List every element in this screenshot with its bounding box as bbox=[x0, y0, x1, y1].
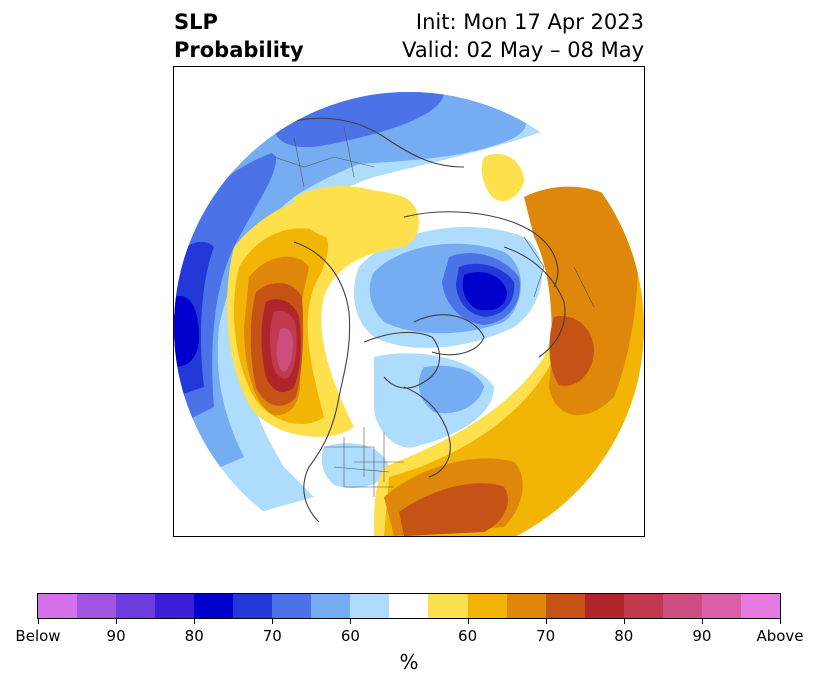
country-borders bbox=[273, 126, 595, 497]
colorbar-segment bbox=[194, 594, 234, 618]
colorbar-segment bbox=[350, 594, 390, 618]
below-80-pacific bbox=[174, 296, 199, 367]
colorbar-tick-mark bbox=[545, 619, 547, 624]
below-60-us bbox=[321, 443, 389, 488]
map-panel bbox=[173, 66, 645, 537]
colorbar-tick-label: Above bbox=[756, 627, 804, 645]
north-america-west-coast bbox=[293, 241, 351, 523]
colorbar-tick-label: 70 bbox=[262, 627, 282, 645]
above-85-pacific bbox=[276, 327, 293, 372]
above-70-atlantic bbox=[399, 483, 508, 536]
colorbar-tick-mark bbox=[350, 619, 352, 624]
above-70-europe bbox=[549, 316, 594, 386]
colorbar-tick-mark bbox=[623, 619, 625, 624]
colorbar-tick-mark bbox=[467, 619, 469, 624]
title-variable: SLP bbox=[174, 10, 218, 34]
colorbar-segment bbox=[506, 594, 546, 618]
colorbar-tick-mark bbox=[780, 619, 781, 624]
title-right: Init: Mon 17 Apr 2023 Valid: 02 May – 08… bbox=[402, 8, 644, 64]
colorbar-tick-label: 80 bbox=[614, 627, 634, 645]
title-left: SLP Probability bbox=[174, 8, 304, 64]
hudson-bay-coast bbox=[363, 331, 441, 389]
valid-range: Valid: 02 May – 08 May bbox=[402, 38, 644, 62]
colorbar-segment bbox=[155, 594, 195, 618]
greenland-outline bbox=[413, 314, 485, 356]
colorbar-tick-label: 80 bbox=[184, 627, 204, 645]
colorbar-segment bbox=[77, 594, 117, 618]
colorbar-segment bbox=[467, 594, 507, 618]
colorbar-segment bbox=[311, 594, 351, 618]
init-date: Init: Mon 17 Apr 2023 bbox=[415, 10, 644, 34]
colorbar-segment bbox=[233, 594, 273, 618]
above-55-asia bbox=[481, 153, 524, 202]
colorbar-tick-mark bbox=[116, 619, 118, 624]
colorbar-tick-label: 90 bbox=[692, 627, 712, 645]
colorbar-segment bbox=[740, 594, 780, 618]
asia-coast bbox=[273, 117, 465, 168]
colorbar-units-label: % bbox=[399, 650, 419, 674]
colorbar-segment bbox=[662, 594, 702, 618]
labrador-coast bbox=[403, 386, 451, 478]
colorbar-tick-mark bbox=[272, 619, 274, 624]
siberia-coast bbox=[403, 211, 559, 288]
colorbar-tick-label: 70 bbox=[536, 627, 556, 645]
above-55-greenland bbox=[294, 186, 404, 242]
below-65-canada bbox=[418, 365, 484, 414]
colorbar-segment bbox=[701, 594, 741, 618]
colorbar-tick-label: 60 bbox=[340, 627, 360, 645]
colorbar-tick-mark bbox=[38, 619, 39, 624]
colorbar-tick-label: 60 bbox=[458, 627, 478, 645]
probability-colorbar bbox=[37, 593, 781, 619]
colorbar-segment bbox=[545, 594, 585, 618]
scandinavia-coast bbox=[503, 246, 566, 358]
colorbar-tick-label: 90 bbox=[106, 627, 126, 645]
colorbar-tick-mark bbox=[194, 619, 196, 624]
colorbar-segment bbox=[389, 594, 429, 618]
colorbar-tick-mark bbox=[701, 619, 703, 624]
colorbar-segment bbox=[272, 594, 312, 618]
colorbar-segment bbox=[623, 594, 663, 618]
colorbar-segment bbox=[428, 594, 468, 618]
colorbar-segment bbox=[116, 594, 156, 618]
probability-map bbox=[174, 92, 644, 536]
colorbar-tick-label: Below bbox=[15, 627, 61, 645]
colorbar-segment bbox=[38, 594, 78, 618]
colorbar-segment bbox=[584, 594, 624, 618]
title-product: Probability bbox=[174, 38, 304, 62]
below-80-arctic bbox=[462, 272, 507, 311]
